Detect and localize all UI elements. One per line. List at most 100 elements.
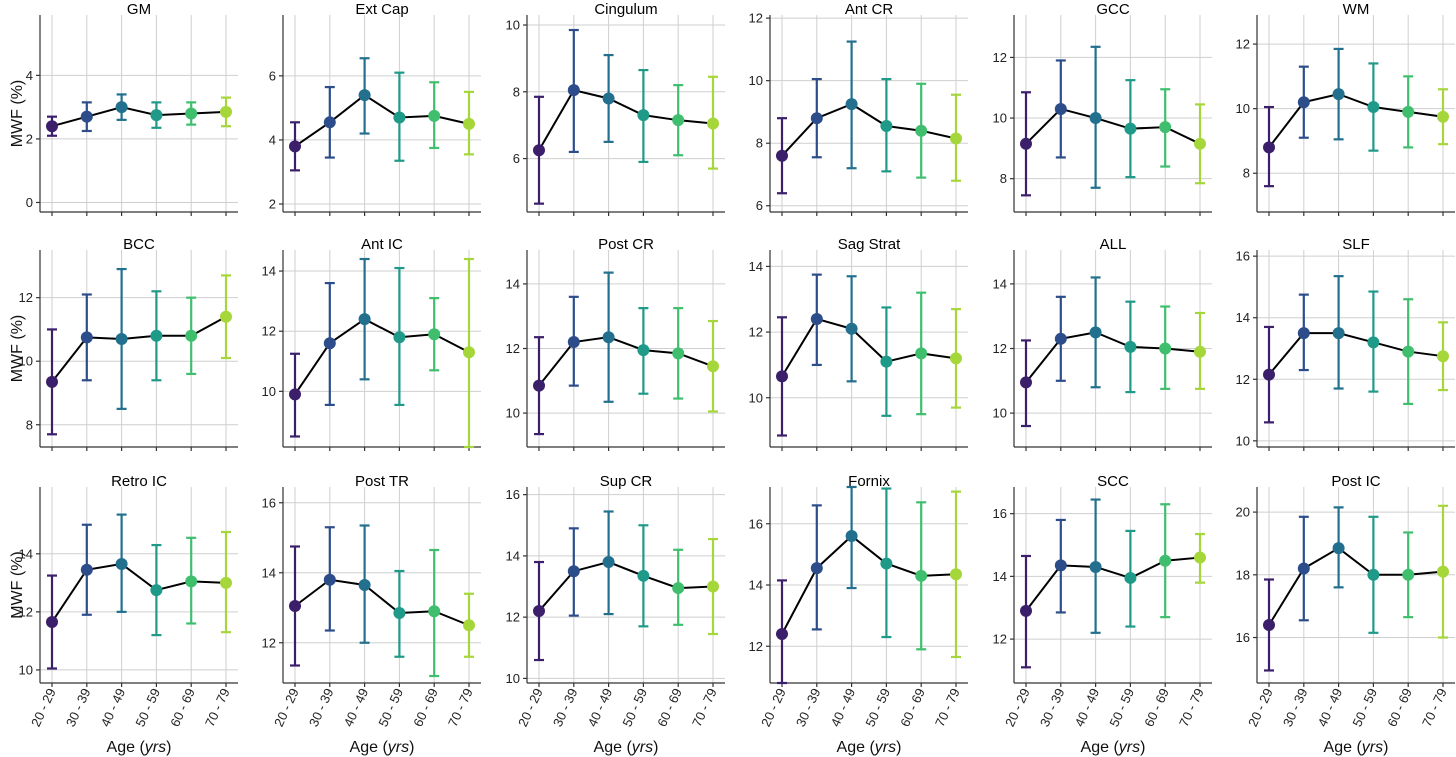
data-point bbox=[150, 329, 163, 342]
mean-line bbox=[538, 336, 714, 387]
y-tick-label: 10 bbox=[506, 671, 520, 686]
panel-scc: 12 14 16 20 - 29 30 - 39 40 - 49 50 - 59 60 - 6… bbox=[993, 473, 1212, 756]
data-point bbox=[358, 89, 371, 102]
mean-line bbox=[294, 578, 470, 627]
y-tick-label: 8 bbox=[756, 136, 763, 151]
data-point bbox=[1402, 568, 1415, 581]
data-point bbox=[950, 568, 962, 581]
x-axis-label-unit: yrs bbox=[1361, 739, 1383, 756]
data-point bbox=[150, 109, 163, 122]
panel-title: Retro IC bbox=[111, 473, 167, 490]
mean-line bbox=[538, 560, 714, 612]
mean-line bbox=[294, 93, 470, 148]
y-tick-label: 10 bbox=[993, 406, 1007, 421]
x-tick-label: 70 - 79 bbox=[202, 686, 233, 729]
x-tick-label: 60 - 69 bbox=[1141, 686, 1172, 729]
panel-slf: 10 12 14 16 SLF bbox=[1236, 236, 1455, 451]
y-tick-label: 12 bbox=[262, 324, 276, 339]
y-axis-label: MWF (%) bbox=[9, 551, 26, 619]
data-point bbox=[845, 98, 858, 111]
data-point bbox=[1020, 376, 1032, 389]
y-tick-label: 12 bbox=[749, 325, 763, 340]
data-point bbox=[672, 347, 685, 360]
y-tick-label: 14 bbox=[749, 259, 763, 274]
data-point bbox=[428, 605, 441, 618]
y-tick-label: 6 bbox=[269, 68, 276, 83]
data-point bbox=[358, 313, 371, 326]
mean-line bbox=[294, 318, 470, 395]
x-tick-label: 60 - 69 bbox=[410, 686, 441, 729]
data-point bbox=[776, 370, 788, 383]
data-point bbox=[567, 84, 580, 97]
y-tick-label: 12 bbox=[993, 341, 1007, 356]
data-point bbox=[567, 336, 580, 349]
x-axis-label: Age (yrs) bbox=[350, 739, 415, 756]
y-tick-label: 16 bbox=[749, 516, 763, 531]
x-tick-label: 20 - 29 bbox=[1245, 686, 1276, 729]
data-point bbox=[1437, 350, 1449, 363]
x-axis-label-unit: yrs bbox=[144, 739, 166, 756]
y-tick-label: 12 bbox=[19, 290, 33, 305]
data-point bbox=[1159, 121, 1172, 134]
panel-title: BCC bbox=[123, 236, 155, 253]
y-tick-label: 10 bbox=[506, 18, 520, 33]
y-tick-label: 18 bbox=[1236, 567, 1250, 582]
x-axis-label-prefix: Age ( bbox=[1081, 739, 1120, 756]
data-point bbox=[115, 557, 128, 570]
x-tick-label: 30 - 39 bbox=[63, 686, 94, 729]
data-point bbox=[1194, 551, 1206, 564]
data-point bbox=[880, 120, 893, 133]
data-point bbox=[915, 347, 928, 360]
y-tick-label: 8 bbox=[26, 417, 33, 432]
data-point bbox=[533, 605, 545, 618]
mean-line bbox=[1025, 556, 1201, 612]
data-point bbox=[150, 584, 163, 597]
data-point bbox=[463, 346, 475, 359]
y-tick-label: 16 bbox=[1236, 630, 1250, 645]
data-point bbox=[950, 352, 962, 365]
panel-title: Ext Cap bbox=[355, 1, 408, 18]
y-tick-label: 6 bbox=[513, 151, 520, 166]
data-point bbox=[602, 92, 615, 105]
x-tick-label: 40 - 49 bbox=[1315, 686, 1346, 729]
y-tick-label: 14 bbox=[1236, 310, 1250, 325]
y-tick-label: 10 bbox=[749, 390, 763, 405]
data-point bbox=[1054, 559, 1067, 572]
panel-title: ALL bbox=[1100, 236, 1127, 253]
x-tick-label: 40 - 49 bbox=[341, 686, 372, 729]
data-point bbox=[1297, 96, 1310, 109]
data-point bbox=[1367, 568, 1380, 581]
data-point bbox=[1437, 565, 1449, 578]
y-tick-label: 10 bbox=[993, 111, 1007, 126]
panel-title: Post IC bbox=[1331, 473, 1380, 490]
y-tick-label: 10 bbox=[749, 73, 763, 88]
data-point bbox=[1263, 618, 1275, 631]
data-point bbox=[1089, 560, 1102, 573]
data-point bbox=[845, 322, 858, 335]
x-tick-label: 70 - 79 bbox=[445, 686, 476, 729]
data-point bbox=[220, 310, 232, 323]
x-tick-label: 40 - 49 bbox=[1072, 686, 1103, 729]
x-axis-label-prefix: Age ( bbox=[837, 739, 876, 756]
data-point bbox=[1124, 340, 1137, 353]
data-point bbox=[637, 109, 650, 122]
data-point bbox=[80, 331, 93, 344]
data-point bbox=[810, 562, 823, 575]
data-point bbox=[1159, 342, 1172, 355]
data-point bbox=[637, 344, 650, 357]
y-tick-label: 14 bbox=[262, 264, 276, 279]
panel-title: Cingulum bbox=[594, 1, 657, 18]
data-point bbox=[1263, 141, 1275, 154]
x-tick-label: 70 - 79 bbox=[689, 686, 720, 729]
y-tick-label: 16 bbox=[262, 495, 276, 510]
y-tick-label: 10 bbox=[19, 662, 33, 677]
panel-wm: 8 10 12 WM bbox=[1236, 1, 1455, 216]
y-tick-label: 6 bbox=[756, 198, 763, 213]
x-tick-label: 60 - 69 bbox=[897, 686, 928, 729]
data-point bbox=[115, 332, 128, 345]
y-tick-label: 10 bbox=[506, 406, 520, 421]
x-axis-label-unit: yrs bbox=[1118, 739, 1140, 756]
panel-title: SLF bbox=[1342, 236, 1370, 253]
y-tick-label: 14 bbox=[506, 276, 520, 291]
